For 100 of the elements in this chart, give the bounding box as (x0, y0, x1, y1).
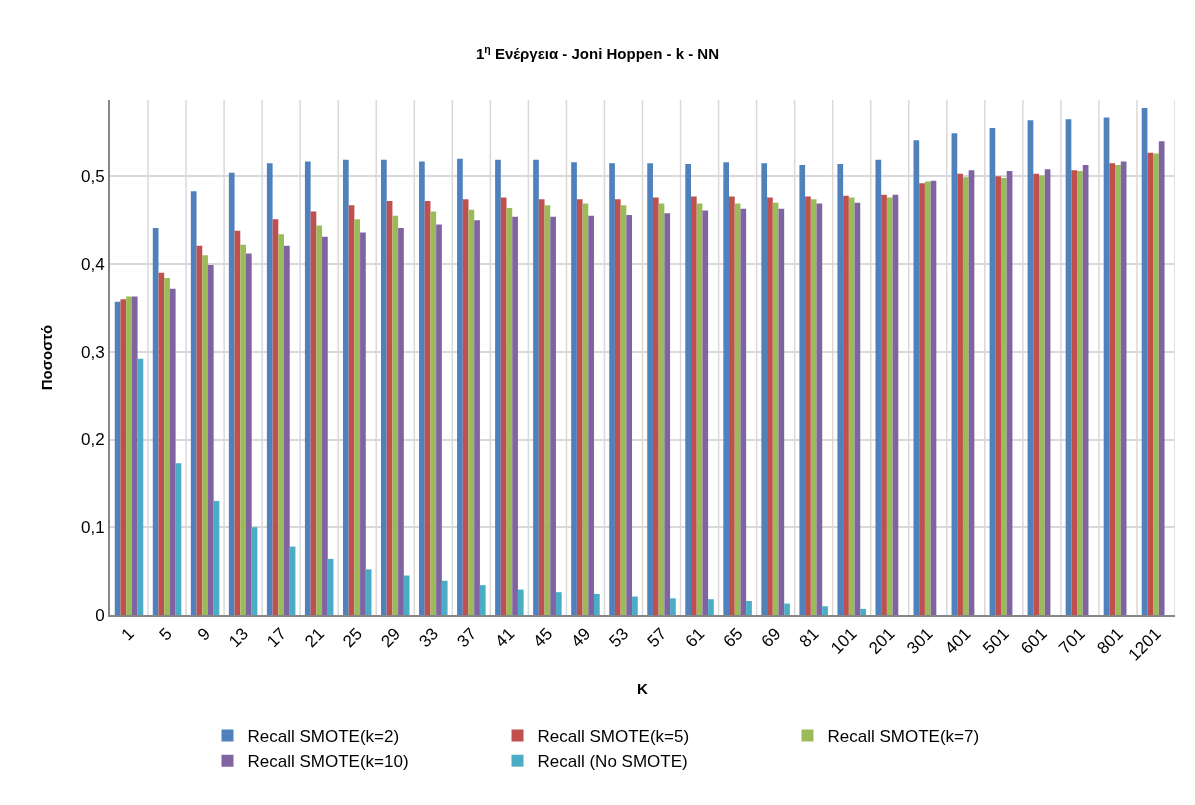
bar (419, 161, 425, 615)
bar (746, 600, 752, 615)
bar (500, 197, 507, 615)
y-axis-title: Ποσοστό (37, 324, 55, 391)
bar (691, 196, 697, 615)
bar (131, 296, 138, 615)
bar (837, 164, 844, 615)
bar (652, 197, 659, 615)
bar (761, 163, 768, 615)
bar (512, 216, 518, 615)
bar (1115, 164, 1121, 615)
bar (533, 159, 539, 615)
bar (398, 228, 404, 615)
bar (441, 580, 448, 615)
bar (430, 211, 437, 615)
bar (284, 245, 290, 615)
bar (354, 219, 361, 615)
bar (962, 177, 969, 615)
bar (919, 183, 925, 615)
bar (403, 575, 410, 615)
x-tick-label: 9 (193, 624, 214, 645)
bar (120, 299, 127, 615)
legend-label: Recall SMOTE(k=7) (827, 727, 980, 747)
bar (1033, 173, 1040, 615)
legend-label: Recall SMOTE(k=10) (247, 752, 409, 772)
x-tick-label: 17 (263, 624, 290, 652)
x-tick-label: 69 (757, 624, 785, 652)
y-tick-label: 0 (95, 605, 105, 625)
bar (594, 593, 600, 615)
x-tick-label: 701 (1055, 624, 1089, 658)
bar (304, 161, 311, 615)
bar (517, 589, 524, 615)
bar (576, 199, 583, 615)
legend-label: Recall (No SMOTE) (537, 752, 688, 772)
bar (609, 163, 615, 615)
x-tick-label: 801 (1093, 624, 1127, 658)
x-tick-label: 65 (719, 624, 747, 652)
x-tick-label: 201 (865, 624, 899, 658)
bar (360, 232, 366, 615)
bar (778, 208, 785, 615)
bar (1120, 161, 1127, 615)
x-tick-label: 61 (681, 624, 709, 652)
bar (810, 199, 817, 615)
bar (169, 288, 176, 615)
bar (365, 569, 372, 615)
x-tick-label: 37 (453, 624, 481, 652)
bar (202, 255, 208, 615)
bar (685, 164, 691, 615)
bar (702, 210, 709, 615)
bar (342, 159, 349, 615)
bar (708, 599, 714, 615)
bar (316, 225, 323, 615)
x-tick-label: 13 (225, 624, 252, 652)
bar (875, 159, 882, 615)
bar (848, 197, 855, 615)
bar (995, 176, 1001, 615)
bar (207, 264, 214, 615)
bar (1158, 141, 1165, 615)
bar (1147, 152, 1154, 615)
bar (164, 278, 170, 615)
legend-label: Recall SMOTE(k=5) (537, 727, 690, 747)
bar (228, 172, 235, 615)
x-tick-label: 601 (1017, 624, 1051, 658)
x-tick-label: 25 (339, 624, 367, 652)
bar (626, 214, 633, 615)
y-tick-label: 0,5 (80, 167, 105, 187)
bar (1153, 153, 1159, 615)
bar (266, 163, 273, 615)
bar (924, 181, 931, 615)
bar (740, 208, 747, 615)
x-axis-title: K (637, 679, 649, 697)
bar (1071, 170, 1078, 615)
bar (1109, 163, 1116, 615)
bar (495, 159, 501, 615)
x-tick-label: 21 (301, 624, 329, 652)
bar (436, 224, 442, 615)
bar (479, 585, 486, 615)
x-tick-label: 501 (979, 624, 1013, 658)
y-tick-label: 0,1 (80, 518, 105, 538)
bar (1039, 175, 1045, 615)
bar (723, 162, 730, 615)
bar (571, 162, 577, 615)
bar (392, 215, 399, 615)
chart-title: 1$^{η}$ Ενέργεια - Joni Hoppen - k - NN (475, 42, 720, 62)
bar (767, 197, 773, 615)
x-tick-label: 1 (117, 624, 138, 645)
y-tick-label: 0,4 (80, 255, 105, 275)
x-tick-label: 101 (827, 624, 861, 658)
legend-label: Recall SMOTE(k=2) (247, 727, 400, 747)
bar (784, 603, 790, 615)
bar (843, 195, 849, 615)
bar (322, 236, 328, 615)
bar (278, 234, 285, 615)
y-tick-label: 0,2 (80, 430, 105, 450)
bar (190, 191, 197, 615)
bar (805, 196, 811, 615)
bar (822, 606, 828, 615)
bar (240, 244, 246, 615)
x-tick-label: 401 (941, 624, 975, 658)
bar (729, 196, 735, 615)
